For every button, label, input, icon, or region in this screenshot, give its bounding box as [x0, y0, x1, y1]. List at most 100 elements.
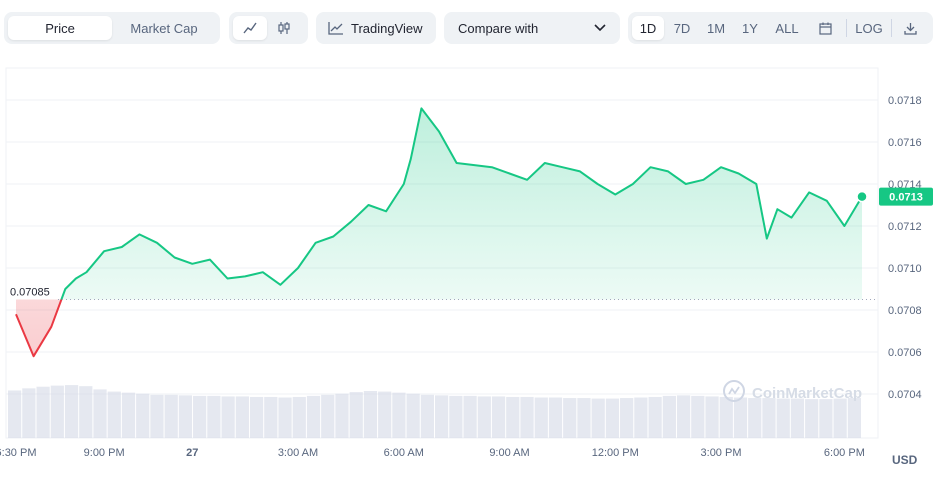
calendar-button[interactable] [808, 16, 842, 40]
metric-tab-market-cap[interactable]: Market Cap [130, 20, 198, 36]
x-tick-label: 27 [186, 447, 198, 459]
tradingview-button[interactable]: TradingView [316, 12, 436, 44]
volume-bar [691, 395, 705, 438]
volume-bar [93, 389, 107, 438]
volume-bar [648, 396, 662, 438]
x-tick-label: 3:00 PM [701, 447, 742, 459]
baseline: 0.07085 [10, 287, 878, 300]
volume-bar [193, 395, 207, 438]
area-above-baseline [16, 108, 862, 300]
log-scale-label: LOG [855, 20, 883, 36]
volume-bar [420, 394, 434, 438]
volume-bar [321, 394, 335, 438]
volume-bar [534, 397, 548, 438]
volume-bar [705, 396, 719, 438]
metric-toggle: Price Market Cap [4, 12, 220, 44]
volume-bar [548, 397, 563, 438]
range-tab-all[interactable]: ALL [775, 20, 799, 36]
y-tick-label: 0.0704 [888, 389, 922, 401]
volume-bar [121, 392, 136, 438]
volume-bar [150, 394, 164, 438]
volume-bar [733, 397, 748, 438]
y-tick-label: 0.0716 [888, 137, 922, 149]
compare-with-dropdown[interactable]: Compare with [444, 12, 620, 44]
metric-tab-price[interactable]: Price [8, 16, 112, 40]
volume-bar [64, 385, 79, 438]
watermark: CoinMarketCap [723, 380, 862, 402]
current-price-tag [879, 187, 933, 206]
range-tab-1m[interactable]: 1M [706, 20, 726, 36]
volume-bar [719, 396, 733, 438]
volume-bar [520, 396, 534, 438]
volume-bar [79, 386, 93, 438]
toolbar-divider [846, 19, 847, 37]
volume-bar [591, 398, 605, 438]
x-tick-label: 6:00 AM [384, 447, 424, 459]
volume-bar [249, 396, 264, 438]
watermark-text: CoinMarketCap [752, 385, 862, 402]
volume-bar [349, 392, 363, 438]
volume-bar [378, 391, 392, 438]
time-range-toggle: 1D 7D 1M 1Y ALL LOG [628, 12, 933, 44]
download-button[interactable] [896, 16, 924, 40]
chart-toolbar: Price Market Cap TradingView Compare with [0, 0, 942, 56]
y-tick-label: 0.0712 [888, 221, 922, 233]
volume-bar [178, 395, 193, 438]
volume-bar [136, 393, 150, 438]
x-tick-label: 9:00 AM [489, 447, 529, 459]
volume-bar [36, 386, 50, 438]
y-tick-label: 0.0718 [888, 95, 922, 107]
volume-bar [235, 396, 249, 438]
range-tab-1y[interactable]: 1Y [742, 20, 758, 36]
volume-bar [406, 393, 420, 438]
price-area [16, 108, 862, 357]
range-tab-7d[interactable]: 7D [673, 20, 691, 36]
volume-bar [463, 395, 477, 438]
calendar-icon [818, 22, 832, 35]
volume-bar [107, 391, 121, 438]
y-tick-label: 0.0710 [888, 263, 922, 275]
price-line [15, 107, 863, 358]
x-axis: 6:30 PM 9:00 PM 27 3:00 AM 6:00 AM 9:00 AM 12:… [0, 447, 865, 459]
volume-bar [491, 396, 506, 438]
range-tab-1d[interactable]: 1D [632, 16, 664, 40]
candlestick-button[interactable] [267, 16, 301, 40]
volume-bar [805, 399, 819, 438]
log-scale-button[interactable]: LOG [851, 16, 887, 40]
volume-bar [449, 395, 463, 438]
volume-bar [292, 396, 306, 438]
x-tick-label: 6:00 PM [824, 447, 865, 459]
volume-bar [776, 398, 790, 438]
volume-bars [8, 385, 861, 438]
volume-bar [8, 390, 22, 438]
volume-bar [392, 392, 406, 438]
y-unit-label: USD [892, 453, 918, 467]
chevron-down-icon [594, 24, 606, 32]
price-line-up [60, 107, 863, 300]
volume-bar [762, 398, 776, 438]
volume-bar [306, 395, 321, 438]
line-chart-button[interactable] [233, 16, 267, 40]
volume-bar [335, 393, 349, 438]
volume-bar [620, 398, 634, 438]
current-price-marker: 0.0713 [856, 187, 933, 206]
price-chart[interactable]: CoinMarketCap 0.07085 0.07180.07160.0714… [0, 56, 942, 480]
volume-bar [22, 388, 36, 438]
volume-bar [363, 391, 378, 438]
volume-bar [264, 396, 278, 438]
chart-type-toggle [229, 12, 308, 44]
current-price-dot [856, 190, 868, 203]
volume-bar [577, 398, 591, 438]
baseline-label: 0.07085 [10, 287, 50, 299]
volume-bar [634, 397, 648, 438]
volume-bar [790, 398, 805, 438]
volume-bar [748, 398, 762, 438]
volume-bar [563, 398, 577, 438]
volume-bar [819, 399, 833, 438]
volume-bar [662, 395, 676, 438]
volume-bar [435, 395, 449, 438]
tradingview-icon [328, 22, 343, 35]
volume-bar [207, 395, 221, 438]
volume-bar [676, 395, 691, 438]
line-chart-icon [243, 22, 257, 34]
